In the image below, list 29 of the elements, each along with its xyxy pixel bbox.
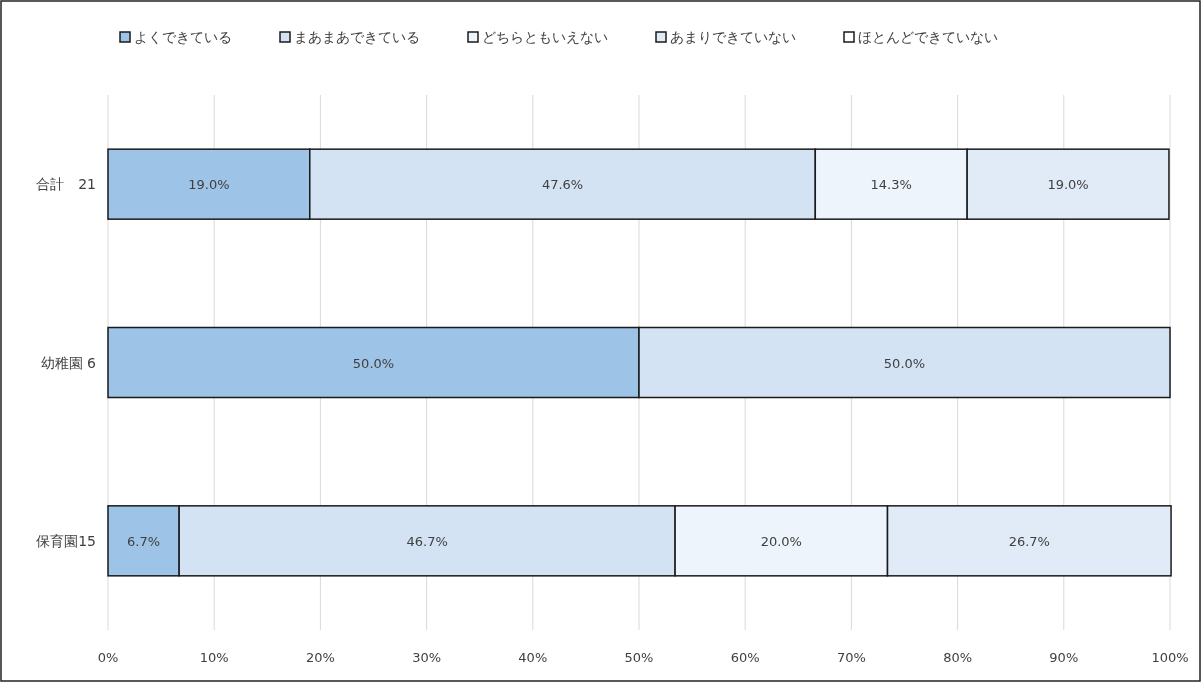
y-tick-label: 幼稚園 6 [40,354,97,371]
data-label: 19.0% [1047,177,1089,193]
data-label: 19.0% [188,177,230,193]
legend-label: あまりできていない [670,29,796,45]
x-tick-label: 0% [97,650,119,665]
x-tick-label: 100% [1151,650,1189,665]
data-label: 46.7% [406,533,448,549]
y-tick-label: 合計 21 [36,176,96,193]
x-tick-label: 70% [836,650,866,665]
x-tick-label: 40% [518,650,548,665]
data-label: 6.7% [127,533,161,549]
data-label: 26.7% [1008,533,1050,549]
x-tick-label: 30% [412,650,442,665]
x-tick-label: 20% [305,650,335,665]
legend-label: よくできている [134,29,232,45]
x-tick-label: 90% [1049,650,1079,665]
data-label: 47.6% [541,177,584,193]
legend-label: まあまあできている [294,29,420,45]
data-label: 50.0% [352,355,395,371]
x-tick-label: 10% [199,650,229,665]
data-label: 50.0% [883,355,926,371]
data-label: 14.3% [870,177,912,193]
data-label: 20.0% [760,533,802,549]
x-tick-label: 60% [730,650,760,665]
legend-label: どちらともいえない [482,29,608,45]
y-tick-label: 保育園15 [36,532,96,549]
x-tick-label: 80% [943,650,973,665]
legend-label: ほとんどできていない [858,29,998,45]
x-tick-label: 50% [624,650,654,665]
